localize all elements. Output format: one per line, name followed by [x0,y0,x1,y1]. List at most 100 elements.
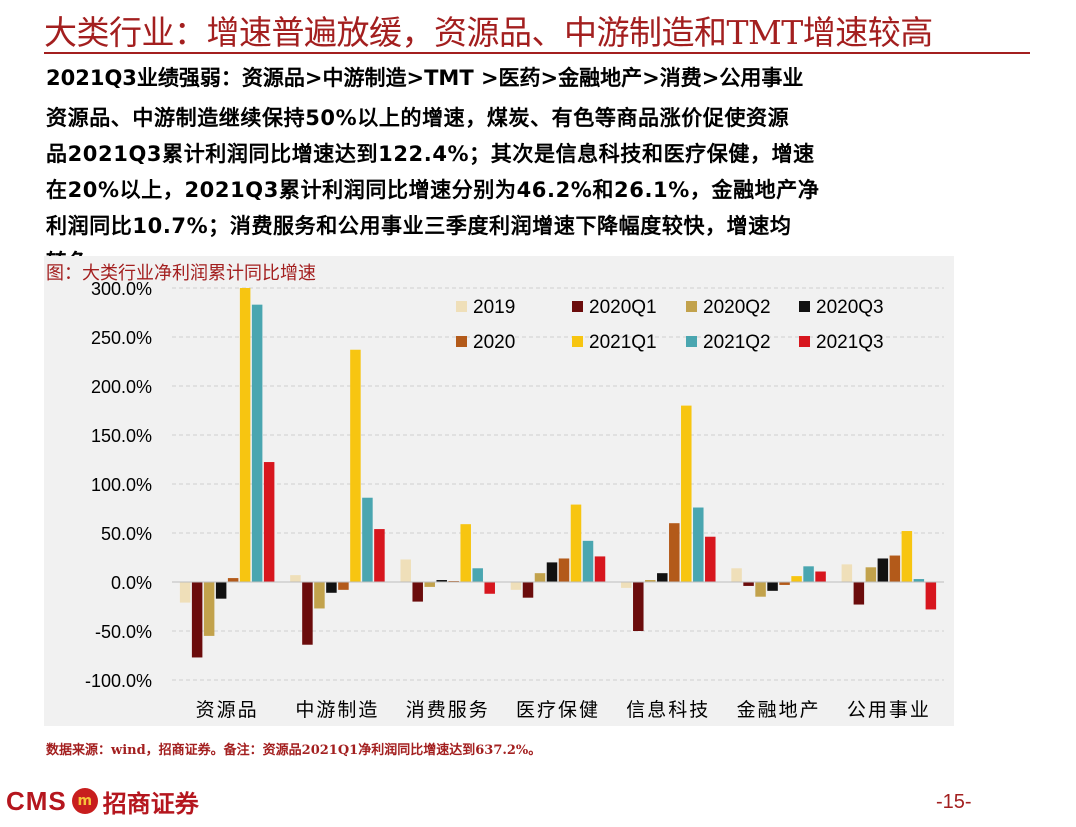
bar-2021q3 [925,582,937,610]
x-tick-label: 消费服务 [406,699,490,721]
bar-2021q1 [901,531,913,582]
bar-2021q2 [913,579,925,582]
bar-2021q1 [570,504,582,582]
bar-2021q2 [693,507,704,582]
legend-swatch [686,336,697,347]
bar-2020q3 [436,580,447,582]
bar-2021q1 [239,288,251,582]
bar-2020q2 [865,567,877,582]
bar-2021q3 [594,556,606,582]
bar-2021q3 [815,571,826,582]
bar-2021q1 [791,576,802,582]
bar-2020q3 [546,562,558,582]
cms-logo: CMS m 招商证券 [6,783,199,819]
bar-2020 [669,523,680,582]
bar-2020q2 [203,582,215,636]
page-number: -15- [936,791,972,813]
y-tick-label: 50.0% [101,524,152,544]
bar-2020q3 [326,582,337,593]
bar-2021q2 [251,304,263,582]
bar-2019 [290,575,301,582]
bar-2019 [179,582,191,603]
bar-2020 [558,558,570,582]
bar-2020q3 [215,582,227,599]
bar-2020q2 [534,573,546,582]
bar-2020q1 [522,582,534,598]
bar-2019 [510,582,522,590]
bar-2020 [338,582,349,590]
bar-2020q1 [191,582,203,658]
legend-swatch [572,301,583,312]
y-tick-label: 0.0% [111,573,152,593]
y-tick-label: 300.0% [91,279,152,299]
chart-caption: 图：大类行业净利润累计同比增速 [46,263,316,284]
x-tick-label: 中游制造 [295,699,379,721]
legend-label: 2020Q3 [816,297,884,318]
bar-2021q2 [472,568,483,582]
bar-2020 [227,578,239,582]
bar-2021q2 [362,497,373,582]
bar-2021q3 [484,582,495,594]
y-tick-label: -50.0% [95,622,152,642]
bar-2020q3 [657,573,668,582]
legend-swatch [686,301,697,312]
bar-2021q3 [263,462,275,582]
performance-ranking: 2021Q3业绩强弱：资源品>中游制造>TMT >医药>金融地产>消费>公用事业 [46,66,804,90]
data-source-note: 数据来源：wind，招商证券。备注：资源品2021Q1净利润同比增速达到637.… [46,743,542,758]
x-tick-label: 金融地产 [737,699,821,721]
bar-2021q1 [681,405,692,582]
bar-2021q3 [705,536,716,582]
y-tick-label: 250.0% [91,328,152,348]
bar-2020q2 [424,582,435,587]
logo-company-name: 招商证券 [102,788,199,818]
bar-2019 [400,559,411,582]
y-tick-label: -100.0% [85,671,152,691]
bar-2020q3 [877,558,889,582]
bar-2020q3 [767,582,778,591]
summary-paragraph: 资源品、中游制造继续保持50%以上的增速，煤炭、有色等商品涨价促使资源 品202… [46,106,820,274]
bar-2019 [731,568,742,582]
title-divider [44,52,1030,54]
y-tick-label: 100.0% [91,475,152,495]
chart-area: -100.0% -50.0% 0.0% 50.0% 100.0% 150.0% 200.0%… [44,256,954,726]
bar-2020q2 [755,582,766,597]
bar-2021q1 [350,349,361,582]
x-tick-label: 资源品 [196,699,259,721]
legend-label: 2021Q2 [703,332,771,353]
legend-swatch [799,301,810,312]
bar-2020q1 [412,582,423,602]
bar-2020 [889,555,901,582]
bar-2020q1 [302,582,313,645]
bar-2021q3 [374,529,385,582]
bar-2021q1 [460,524,471,582]
legend-label: 2020Q1 [589,297,657,318]
legend-swatch [799,336,810,347]
bar-2020 [779,582,790,585]
bar-2020q2 [314,582,325,609]
legend-swatch [456,336,467,347]
page-title: 大类行业：增速普遍放缓，资源品、中游制造和TMT增速较高 [44,13,933,52]
legend-swatch [572,336,583,347]
y-tick-label: 200.0% [91,377,152,397]
bar-2020q1 [743,582,754,586]
bar-2019 [621,582,632,588]
logo-cms-text: CMS [6,785,67,816]
industry-profit-growth-chart: -100.0% -50.0% 0.0% 50.0% 100.0% 150.0% 200.0%… [85,279,944,721]
legend-label: 2020Q2 [703,297,771,318]
x-tick-label: 医疗保健 [516,699,600,721]
legend-label: 2021Q3 [816,332,884,353]
x-tick-label: 公用事业 [847,699,931,721]
bar-2020q2 [645,580,656,582]
bar-2021q2 [582,540,594,582]
legend-label: 2019 [473,297,515,318]
bar-2020q1 [633,582,644,631]
y-tick-label: 150.0% [91,426,152,446]
logo-mark-icon: m [71,788,98,814]
legend-label: 2021Q1 [589,332,657,353]
bar-2021q2 [803,566,814,582]
bar-2020q1 [853,582,865,605]
legend-label: 2020 [473,332,515,353]
bar-2019 [841,564,853,582]
x-tick-label: 信息科技 [626,699,710,721]
legend-swatch [456,301,467,312]
